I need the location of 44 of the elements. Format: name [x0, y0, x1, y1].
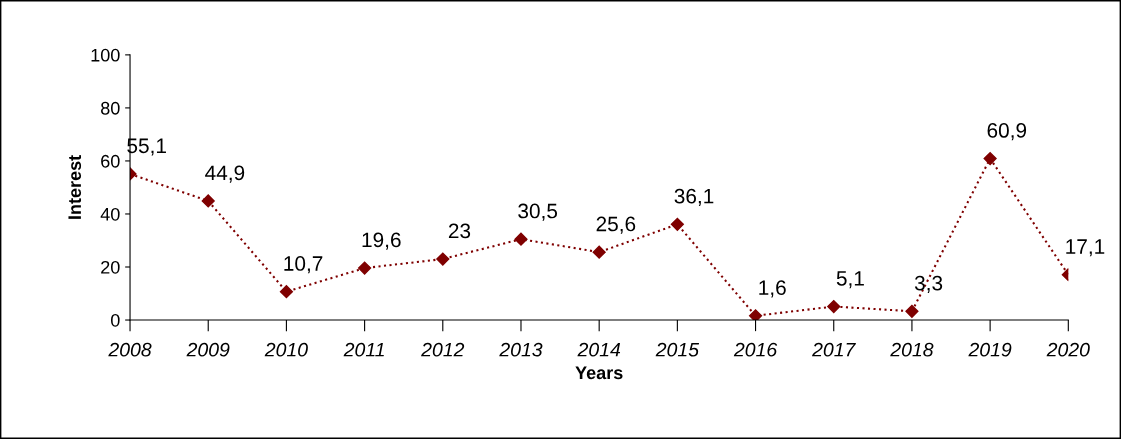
- data-label: 5,1: [836, 271, 864, 289]
- data-label: 10,7: [284, 256, 323, 274]
- data-label: 30,5: [518, 203, 558, 221]
- point: [592, 245, 606, 259]
- x-tick-label: 2011: [343, 342, 384, 357]
- x-tick-label: 2018: [890, 342, 934, 357]
- point: [436, 252, 450, 266]
- x-tick-label: 2008: [108, 342, 152, 357]
- x-tick-label: 2017: [812, 342, 856, 357]
- point: [358, 261, 372, 275]
- data-label: 17,1: [1066, 239, 1105, 257]
- y-tick-label: 40: [100, 207, 120, 221]
- x-tick-label: 2013: [499, 342, 543, 357]
- data-label: 23: [448, 223, 471, 239]
- y-tick-label: 60: [101, 154, 120, 168]
- point: [983, 151, 997, 166]
- data-label: 36,1: [674, 188, 714, 206]
- y-axis-title: Interest: [68, 155, 82, 219]
- data-label: 60,9: [987, 123, 1027, 141]
- point: [279, 285, 294, 299]
- y-tick-label: 80: [101, 101, 120, 115]
- data-label: 3,3: [914, 275, 943, 293]
- x-tick-label: 2019: [968, 342, 1012, 357]
- x-tick-label: 2009: [186, 342, 230, 357]
- point: [827, 299, 841, 314]
- point: [748, 309, 763, 321]
- data-label: 19,6: [362, 232, 401, 250]
- data-label: 44,9: [205, 165, 245, 183]
- y-tick-label: 20: [101, 260, 120, 274]
- x-tick-label: 2014: [577, 342, 621, 357]
- data-label: 1,6: [759, 280, 786, 298]
- x-tick-label: 2020: [1046, 342, 1090, 357]
- x-tick-label: 2012: [421, 342, 465, 357]
- point: [905, 304, 919, 318]
- x-tick-label: 2010: [264, 342, 308, 357]
- point: [201, 194, 215, 208]
- y-tick-label: 0: [110, 313, 120, 327]
- x-tick-label: 2016: [733, 342, 778, 357]
- point: [670, 217, 684, 231]
- data-label: 25,6: [596, 216, 636, 234]
- point: [514, 232, 528, 246]
- x-axis-title: Years: [575, 366, 623, 380]
- y-tick-label: 100: [91, 48, 120, 62]
- x-tick-label: 2015: [655, 342, 700, 357]
